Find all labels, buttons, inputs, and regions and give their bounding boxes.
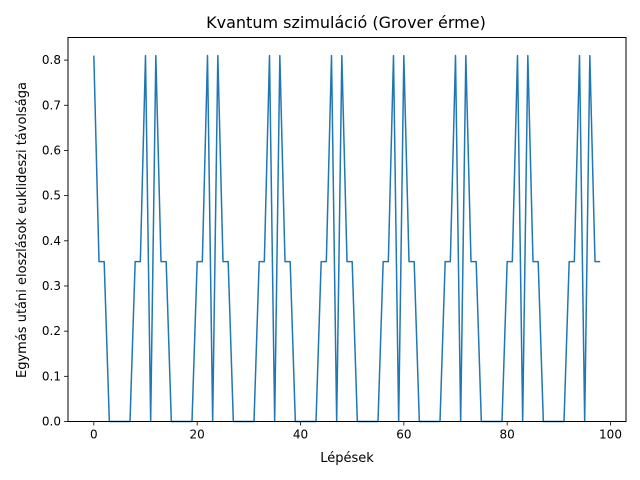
y-axis: 0.0 0.1 0.2 0.3 0.4 0.5 0.6 0.7 0.8 xyxy=(42,53,68,429)
x-tick-label: 20 xyxy=(190,428,205,442)
y-tick-label: 0.8 xyxy=(42,53,61,67)
y-tick-label: 0.3 xyxy=(42,279,61,293)
plot-area xyxy=(93,54,601,423)
x-tick-label: 40 xyxy=(293,428,308,442)
y-tick-label: 0.2 xyxy=(42,324,61,338)
y-tick-label: 0.1 xyxy=(42,369,61,383)
y-tick-label: 0.4 xyxy=(42,234,61,248)
y-axis-label: Egymás utáni eloszlások euklideszi távol… xyxy=(15,82,30,378)
series-line-0 xyxy=(93,54,601,423)
x-axis-label: Lépések xyxy=(320,451,374,466)
y-tick-label: 0.0 xyxy=(42,415,61,429)
x-tick-label: 100 xyxy=(599,428,622,442)
x-tick-label: 60 xyxy=(396,428,411,442)
y-tick-label: 0.5 xyxy=(42,189,61,203)
y-tick-label: 0.7 xyxy=(42,98,61,112)
x-axis: 0 20 40 60 80 100 xyxy=(90,421,622,442)
x-tick-label: 0 xyxy=(90,428,98,442)
x-tick-label: 80 xyxy=(500,428,515,442)
plot-frame xyxy=(67,37,627,422)
y-tick-label: 0.6 xyxy=(42,143,61,157)
chart-title: Kvantum szimuláció (Grover érme) xyxy=(206,13,486,32)
